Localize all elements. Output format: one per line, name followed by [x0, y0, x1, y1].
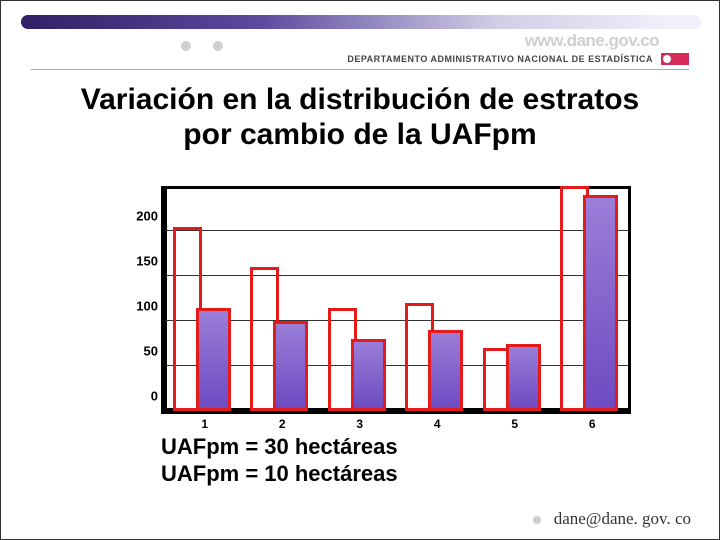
- xtick-label: 4: [434, 417, 441, 431]
- chart-plot-area: 050100150200123456: [166, 186, 631, 411]
- ytick-label: 100: [136, 299, 158, 314]
- header-rule: [31, 69, 689, 70]
- header-gradient-bar: [21, 15, 701, 29]
- xtick-label: 6: [589, 417, 596, 431]
- title-line-2: por cambio de la UAFpm: [1, 118, 719, 153]
- bar-series-b: [583, 195, 618, 411]
- chart: 0 50 100 150 200 1 2 3 4 5 6: [111, 186, 631, 431]
- gridline: [166, 275, 628, 276]
- bar-series-b: [506, 344, 541, 412]
- xtick-label: 5: [511, 417, 518, 431]
- footer: dane@dane. gov. co: [533, 509, 691, 529]
- dot-icon: [181, 41, 191, 51]
- dot-icon: [533, 516, 541, 524]
- slide-root: www.dane.gov.co DEPARTAMENTO ADMINISTRAT…: [0, 0, 720, 540]
- ytick-label: 150: [136, 254, 158, 269]
- header: www.dane.gov.co DEPARTAMENTO ADMINISTRAT…: [1, 1, 719, 79]
- header-url-watermark: www.dane.gov.co: [525, 31, 659, 51]
- legend-line-1: UAFpm = 30 hectáreas: [161, 434, 398, 460]
- ytick-label: 50: [144, 344, 158, 359]
- y-axis: [161, 186, 167, 414]
- bar-series-b: [273, 321, 308, 411]
- ytick-label: 200: [136, 209, 158, 224]
- title-line-1: Variación en la distribución de estratos: [1, 83, 719, 118]
- xtick-label: 2: [279, 417, 286, 431]
- header-right: DEPARTAMENTO ADMINISTRATIVO NACIONAL DE …: [347, 53, 689, 65]
- bar-series-b: [351, 339, 386, 411]
- page-title: Variación en la distribución de estratos…: [1, 83, 719, 152]
- xtick-label: 3: [356, 417, 363, 431]
- footer-email: dane@dane. gov. co: [554, 509, 691, 528]
- department-label: DEPARTAMENTO ADMINISTRATIVO NACIONAL DE …: [347, 54, 653, 64]
- bar-series-b: [428, 330, 463, 411]
- gridline: [166, 320, 628, 321]
- gridline: [166, 365, 628, 366]
- header-dots: [181, 41, 223, 51]
- gridline: [166, 230, 628, 231]
- ytick-label: 0: [151, 389, 158, 404]
- dot-icon: [213, 41, 223, 51]
- legend-line-2: UAFpm = 10 hectáreas: [161, 461, 398, 487]
- bar-series-b: [196, 308, 231, 412]
- xtick-label: 1: [201, 417, 208, 431]
- dane-logo-icon: [661, 53, 689, 65]
